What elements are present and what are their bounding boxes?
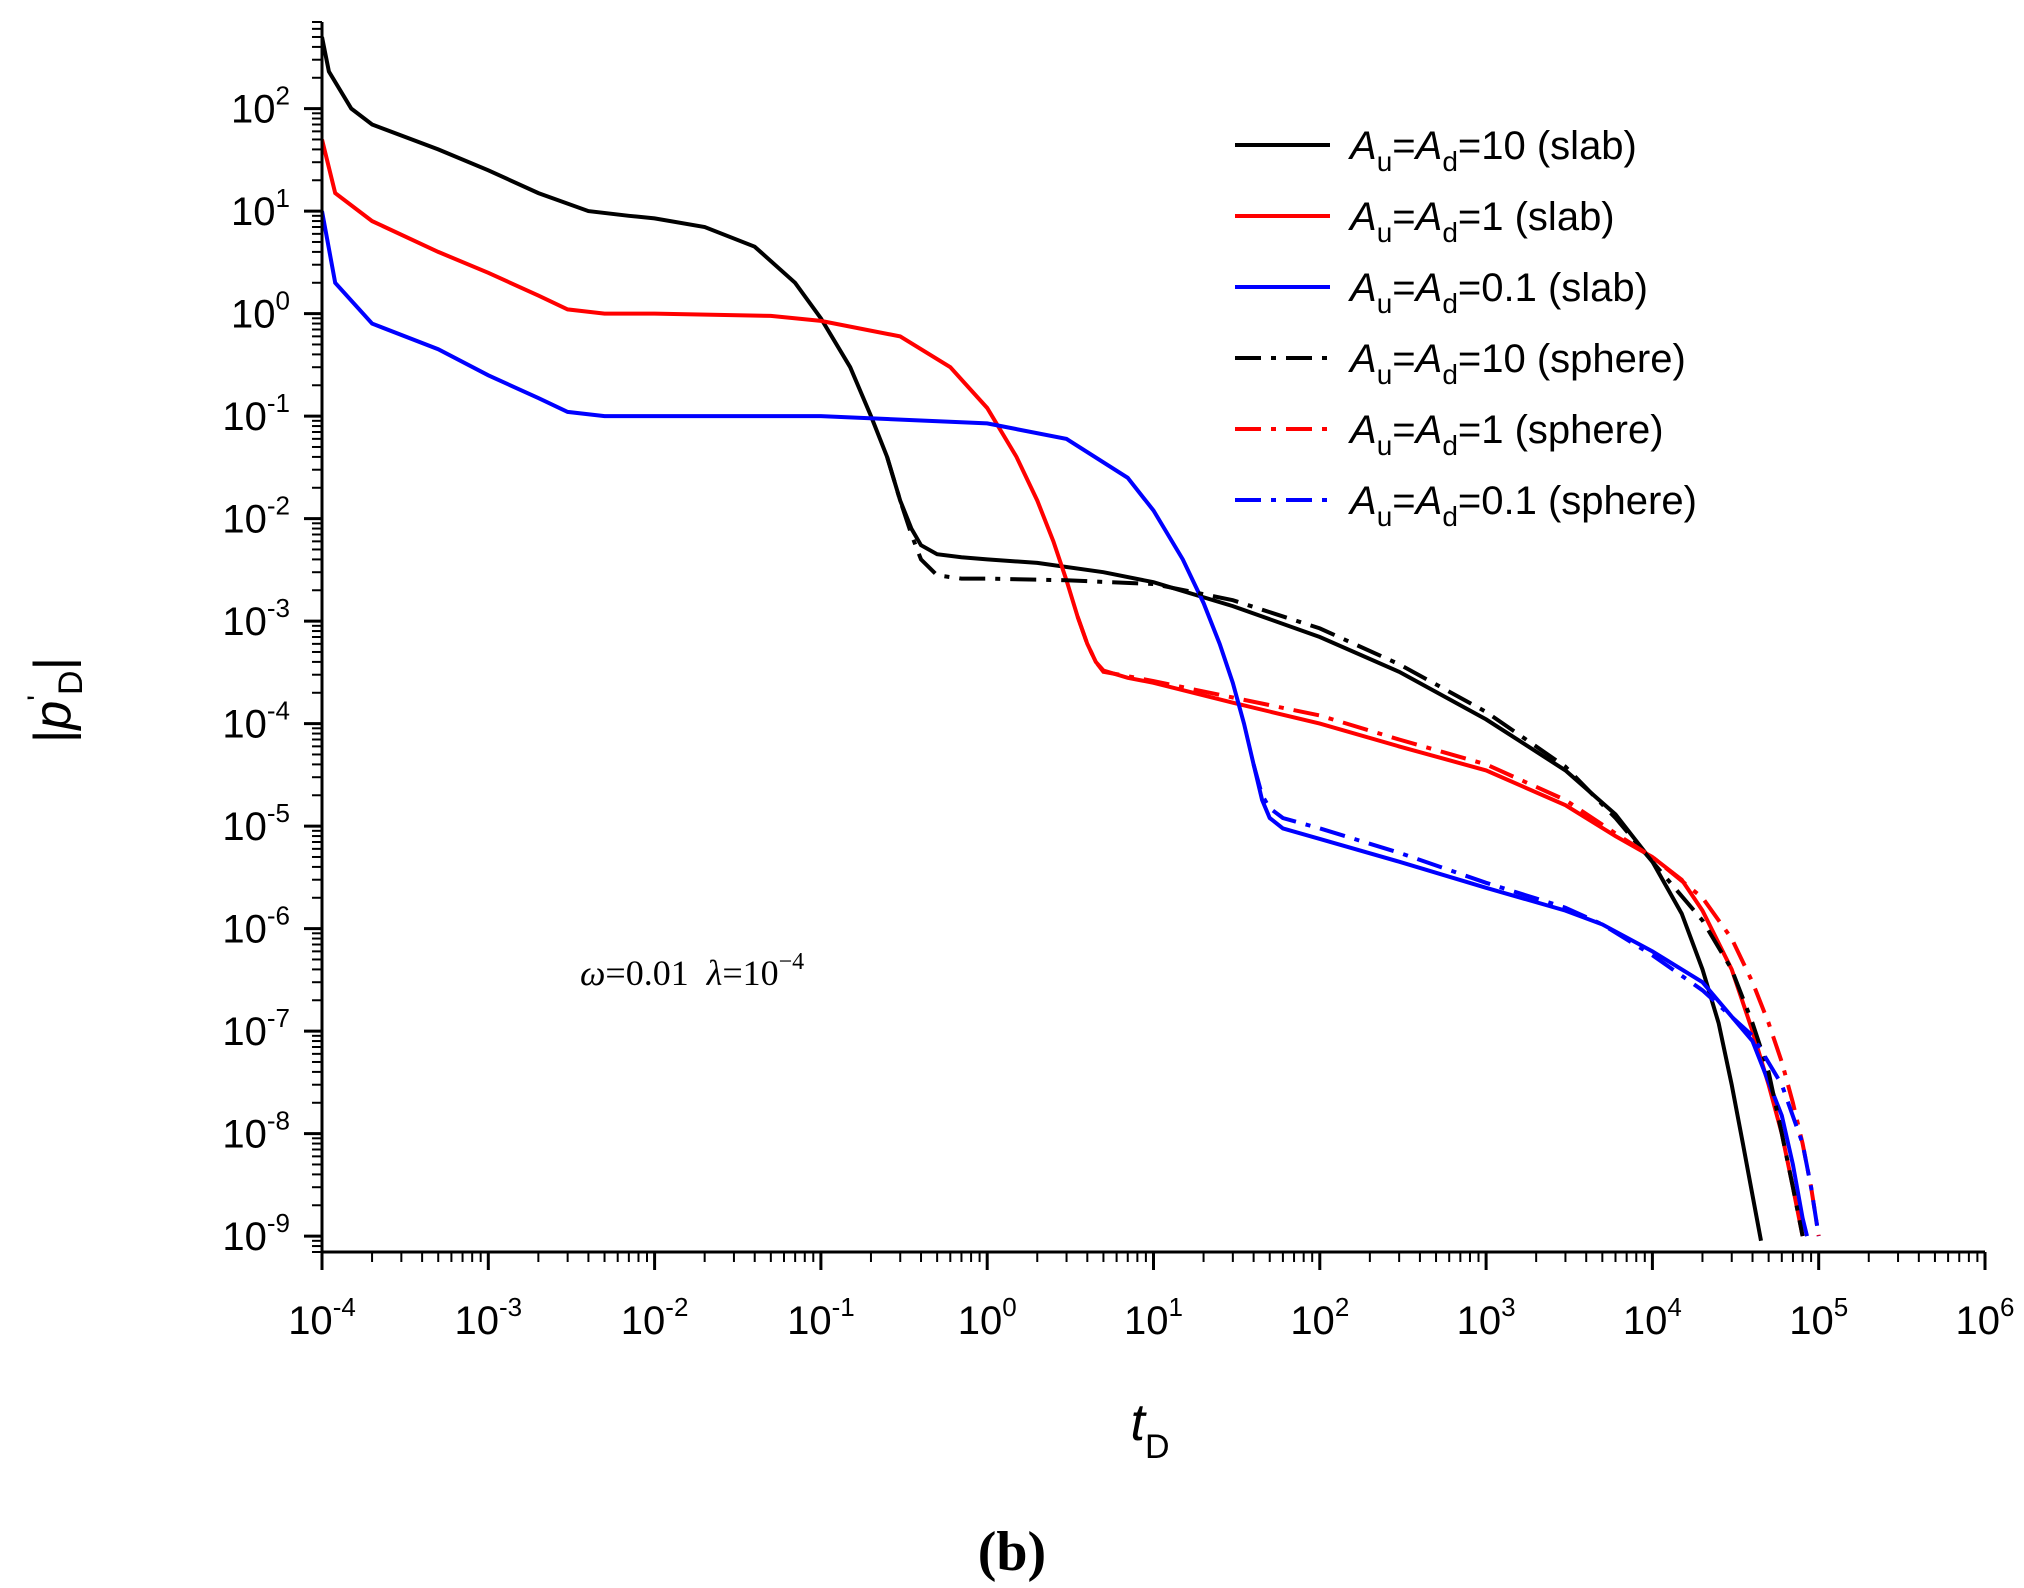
x-tick-label: 10-2 (621, 1292, 689, 1343)
x-tick-label: 101 (1124, 1292, 1183, 1343)
x-tick-label: 105 (1789, 1292, 1848, 1343)
x-axis-title: tD (1130, 1394, 1169, 1466)
series-line-6 (1251, 763, 1821, 1237)
x-ticks: 10-4 10-3 10-2 10-1 100 101 102 103 104 105 106 (288, 1252, 2014, 1343)
series-line-5 (1075, 616, 1821, 1237)
x-tick-label: 103 (1457, 1292, 1516, 1343)
y-tick-label: 10-3 (222, 593, 290, 644)
legend-label-3: Au=Ad=0.1 (slab) (1348, 266, 1648, 319)
y-tick-label: 10-9 (222, 1208, 290, 1259)
x-tick-label: 10-3 (454, 1292, 522, 1343)
x-tick-label: 10-4 (288, 1292, 356, 1343)
series-layer (322, 36, 1821, 1242)
y-tick-label: 10-8 (222, 1106, 290, 1157)
x-tick-label: 102 (1290, 1292, 1349, 1343)
y-tick-label: 10-4 (222, 696, 290, 747)
series-line-3 (322, 210, 1809, 1237)
y-tick-label: 10-7 (222, 1003, 290, 1054)
legend-label-2: Au=Ad=1 (slab) (1348, 195, 1615, 248)
y-tick-label: 10-5 (222, 798, 290, 849)
y-tick-label: 10-1 (222, 388, 290, 439)
series-line-2 (322, 139, 1805, 1237)
legend-label-5: Au=Ad=1 (sphere) (1348, 408, 1664, 461)
figure-caption: (b) (978, 1521, 1046, 1583)
x-tick-label: 10-1 (787, 1292, 855, 1343)
x-tick-label: 106 (1956, 1292, 2015, 1343)
y-tick-label: 100 (231, 286, 290, 337)
series-line-4 (885, 456, 1805, 1237)
legend-label-4: Au=Ad=10 (sphere) (1348, 337, 1686, 390)
y-tick-label: 10-2 (222, 491, 290, 542)
y-tick-label: 10-6 (222, 901, 290, 952)
y-tick-label: 101 (231, 183, 290, 234)
x-tick-label: 100 (958, 1292, 1017, 1343)
series-line-1 (322, 36, 1763, 1242)
x-tick-label: 104 (1623, 1292, 1682, 1343)
legend: Au=Ad=10 (slab) Au=Ad=1 (slab) Au=Ad=0.1 (… (1235, 124, 1697, 532)
y-ticks: 10-9 10-8 10-7 10-6 10-5 10-4 10-3 10-2 10-1 100 1… (222, 21, 322, 1259)
legend-label-6: Au=Ad=0.1 (sphere) (1348, 479, 1697, 532)
y-tick-label: 102 (231, 81, 290, 132)
legend-label-1: Au=Ad=10 (slab) (1348, 124, 1637, 177)
parameter-annotation: ω=0.01 λ=10−4 (580, 949, 804, 993)
y-axis-title: |p'D| (22, 657, 90, 743)
